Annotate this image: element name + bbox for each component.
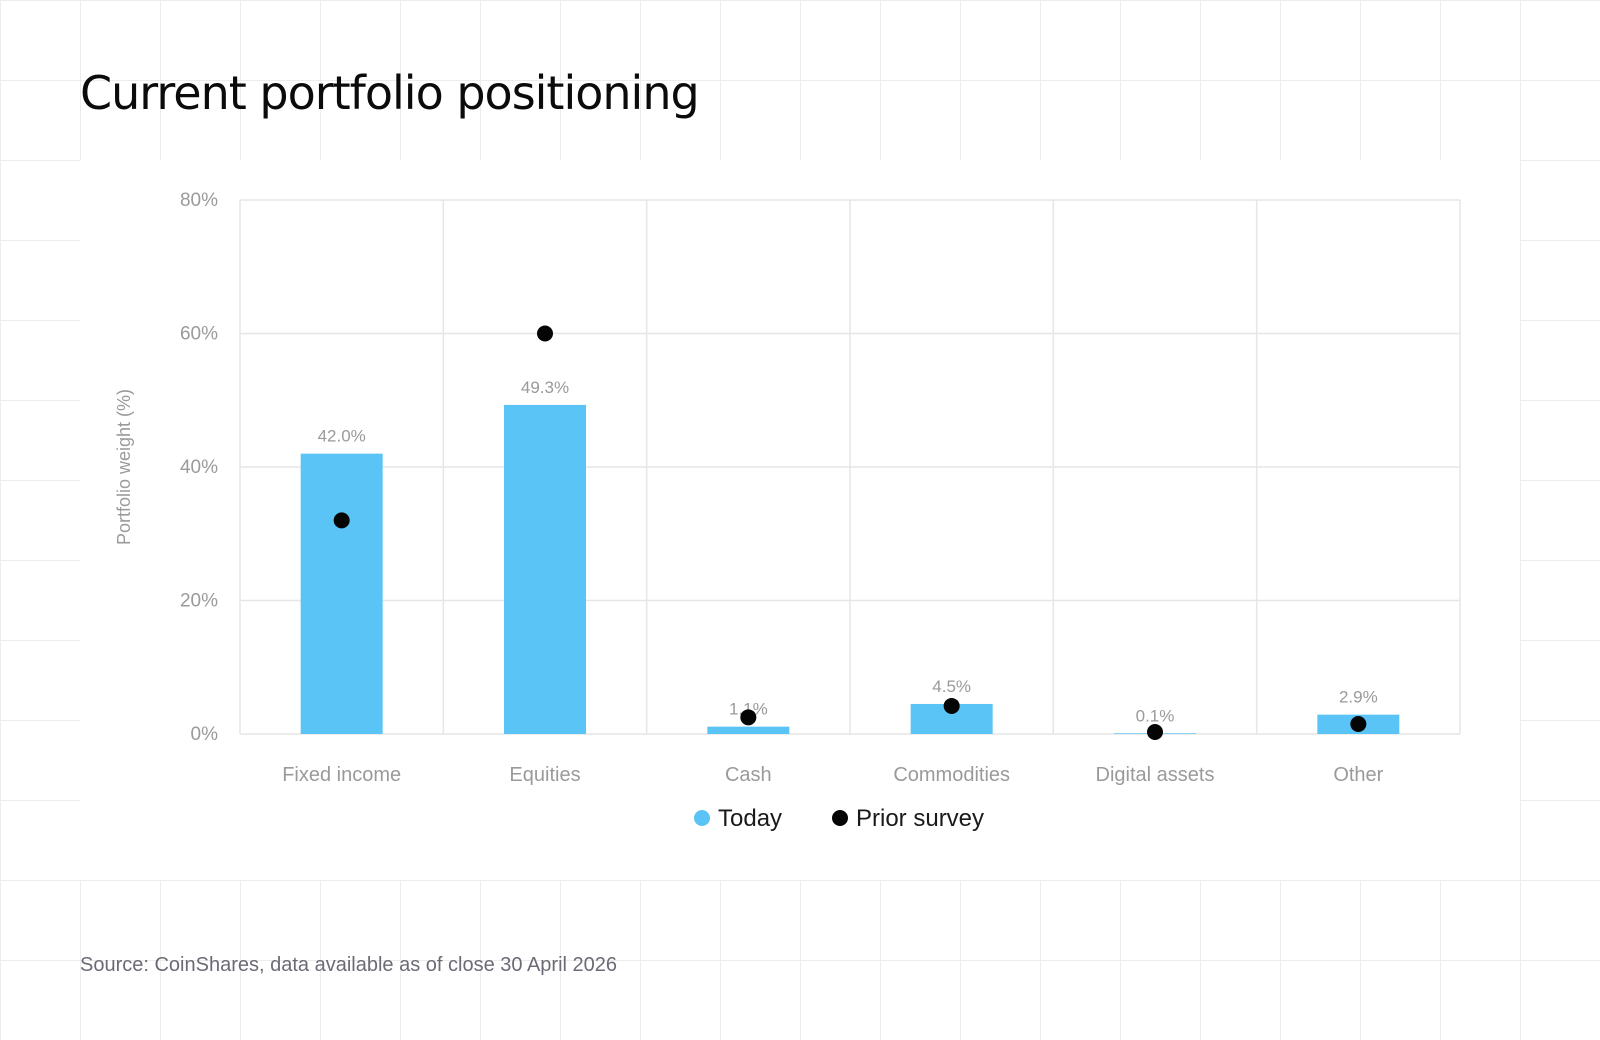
bar-today <box>300 453 383 734</box>
chart-panel: 0% 20% 40% 60% 80% Portfolio weight (%) 42.0% 4… <box>80 160 1520 880</box>
y-tick-label: 60% <box>180 324 218 345</box>
y-axis-title: Portfolio weight (%) <box>114 389 134 545</box>
x-tick-label: Digital assets <box>1096 764 1215 786</box>
bar-value-label: 49.3% <box>521 378 569 397</box>
prior-survey-dot <box>1350 715 1367 732</box>
x-tick-label: Cash <box>725 764 772 786</box>
prior-survey-dot <box>537 325 553 342</box>
x-tick-label: Fixed income <box>282 764 401 786</box>
x-tick-label: Other <box>1333 764 1383 786</box>
y-tick-label: 0% <box>191 724 219 745</box>
x-tick-label: Commodities <box>893 764 1010 786</box>
legend-prior-label: Prior survey <box>856 805 984 832</box>
y-tick-label: 80% <box>180 190 218 211</box>
prior-survey-dot <box>943 697 960 714</box>
legend-prior-marker <box>832 810 848 826</box>
prior-survey-dot <box>1147 723 1163 740</box>
source-note: Source: CoinShares, data available as of… <box>80 954 618 976</box>
bar-today <box>504 404 586 734</box>
prior-survey-dot <box>740 709 757 726</box>
bar-value-label: 0.1% <box>1136 706 1175 725</box>
bar-value-label: 4.5% <box>932 677 971 696</box>
prior-survey-dot <box>333 512 350 529</box>
y-tick-label: 40% <box>180 457 218 478</box>
x-tick-label: Equities <box>509 764 580 786</box>
y-tick-label: 20% <box>180 591 218 612</box>
legend-today-marker <box>694 810 710 826</box>
bar-value-label: 1.1% <box>729 700 768 719</box>
bar-value-label: 42.0% <box>318 427 366 446</box>
portfolio-chart: 0% 20% 40% 60% 80% Portfolio weight (%) 42.0% 4… <box>114 190 1461 832</box>
page-title: Current portfolio positioning <box>80 66 700 120</box>
bar-today <box>707 726 790 734</box>
legend-today-label: Today <box>718 805 782 832</box>
bar-value-label: 2.9% <box>1339 688 1378 707</box>
